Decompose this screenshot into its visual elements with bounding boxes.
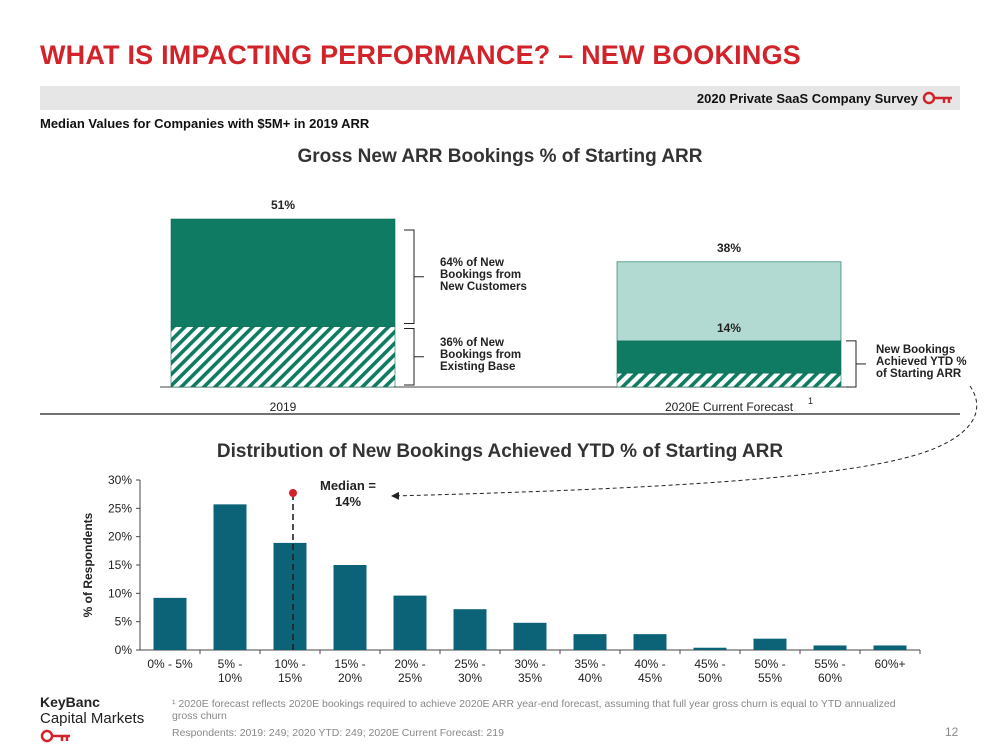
x-tick-label: 15% - [334,657,365,671]
page-number: 12 [945,725,959,739]
logo-keybanc: KeyBanc [40,694,100,710]
distribution-bar-chart: 0% 5% 10% 15% 20% 25% 30% % of Respondents 0% - … [81,473,921,685]
page-title: WHAT IS IMPACTING PERFORMANCE? – NEW BOO… [40,40,801,70]
bar-segment-1-2 [616,261,842,342]
bar-total-label: 38% [717,241,741,255]
distribution-bar [513,622,547,650]
median-label: 14% [335,494,361,509]
x-tick-label: 10% [218,671,242,685]
x-tick-label: 40% [578,671,602,685]
x-tick-label: 15% [278,671,302,685]
x-tick-label: 45% [638,671,662,685]
chart1-title: Gross New ARR Bookings % of Starting ARR [297,146,703,167]
footnote-forecast: ¹ 2020E forecast reflects 2020E bookings… [172,698,896,722]
annotation-new-customers-text: Bookings from [440,269,521,281]
x-tick-label: 50% - [754,657,785,671]
distribution-bar [573,634,607,650]
logo-capital-markets: Capital Markets [40,710,145,727]
footnote-respondents: Respondents: 2019: 249; 2020 YTD: 249; 2… [172,727,504,739]
x-tick-label: 2019 [270,400,297,414]
median-label: Median = [320,478,376,493]
x-tick-label: 50% [698,671,722,685]
annotation-existing-base-text: Existing Base [440,361,515,373]
bar-segment-1-0 [616,372,842,388]
distribution-bar [753,638,787,650]
annotation-existing-base-text: Bookings from [440,349,521,361]
y-tick-label: 15% [108,558,132,572]
x-tick-label: 25% - [454,657,485,671]
x-tick-label: 25% [398,671,422,685]
chart2-title: Distribution of New Bookings Achieved YT… [216,441,784,462]
annotation-existing-base-bracket [404,328,415,386]
annotation-existing-base-text: 36% of New [440,337,504,349]
x-tick-label: 45% - [694,657,725,671]
distribution-bar [873,645,907,650]
x-tick-label: 55% [758,671,782,685]
bar-segment-0-0 [170,326,396,388]
distribution-bar [453,609,487,650]
distribution-bar [633,634,667,650]
annotation-achieved-ytd-text: New Bookings [876,344,955,356]
y-tick-label: 10% [108,586,132,600]
bar-segment-1-1 [616,340,842,374]
bar-total-label: 51% [271,198,295,212]
median-marker [289,489,297,497]
annotation-new-customers-text: 64% of New [440,257,504,269]
x-tick-label: 10% - [274,657,305,671]
distribution-bar [213,504,247,650]
x-tick-label: 20% - [394,657,425,671]
y-tick-label: 30% [108,473,132,487]
distribution-bar [153,597,187,650]
x-tick-label: 35% - [574,657,605,671]
stacked-bar-chart: 51% 2019 38% 2020E Current Forecast 1 14% 64% … [160,198,967,414]
annotation-achieved-ytd-bracket [846,340,857,388]
segment-label: 14% [717,321,741,335]
y-tick-label: 25% [108,501,132,515]
annotation-achieved-ytd-text: of Starting ARR [876,368,962,380]
key-icon [922,91,952,105]
y-axis-title: % of Respondents [81,512,95,617]
y-tick-label: 20% [108,530,132,544]
distribution-bar [813,645,847,650]
distribution-bar [273,542,307,650]
annotation-achieved-ytd-text: Achieved YTD % [876,356,967,368]
distribution-bar [393,595,427,650]
annotation-new-customers-text: New Customers [440,281,527,293]
key-icon [40,729,70,743]
x-tick-label: 55% - [814,657,845,671]
x-tick-label: 0% - 5% [147,657,193,671]
banner-label: 2020 Private SaaS Company Survey [696,91,918,106]
bar-segment-0-1 [170,218,396,327]
x-tick-label: 30% - [514,657,545,671]
y-tick-label: 0% [115,643,133,657]
distribution-bar [693,647,727,650]
annotation-new-customers-bracket [404,229,415,325]
survey-banner: 2020 Private SaaS Company Survey [40,86,960,110]
x-tick-label: 20% [338,671,362,685]
y-tick-label: 5% [115,615,133,629]
x-tick-label: 40% - [634,657,665,671]
x-tick-label: 2020E Current Forecast [665,400,794,414]
footnote-marker: 1 [808,396,813,406]
page-subtitle: Median Values for Companies with $5M+ in… [40,116,370,131]
distribution-bar [333,565,367,650]
x-tick-label: 60%+ [874,657,905,671]
x-tick-label: 60% [818,671,842,685]
x-tick-label: 35% [518,671,542,685]
x-tick-label: 5% - [218,657,243,671]
x-tick-label: 30% [458,671,482,685]
